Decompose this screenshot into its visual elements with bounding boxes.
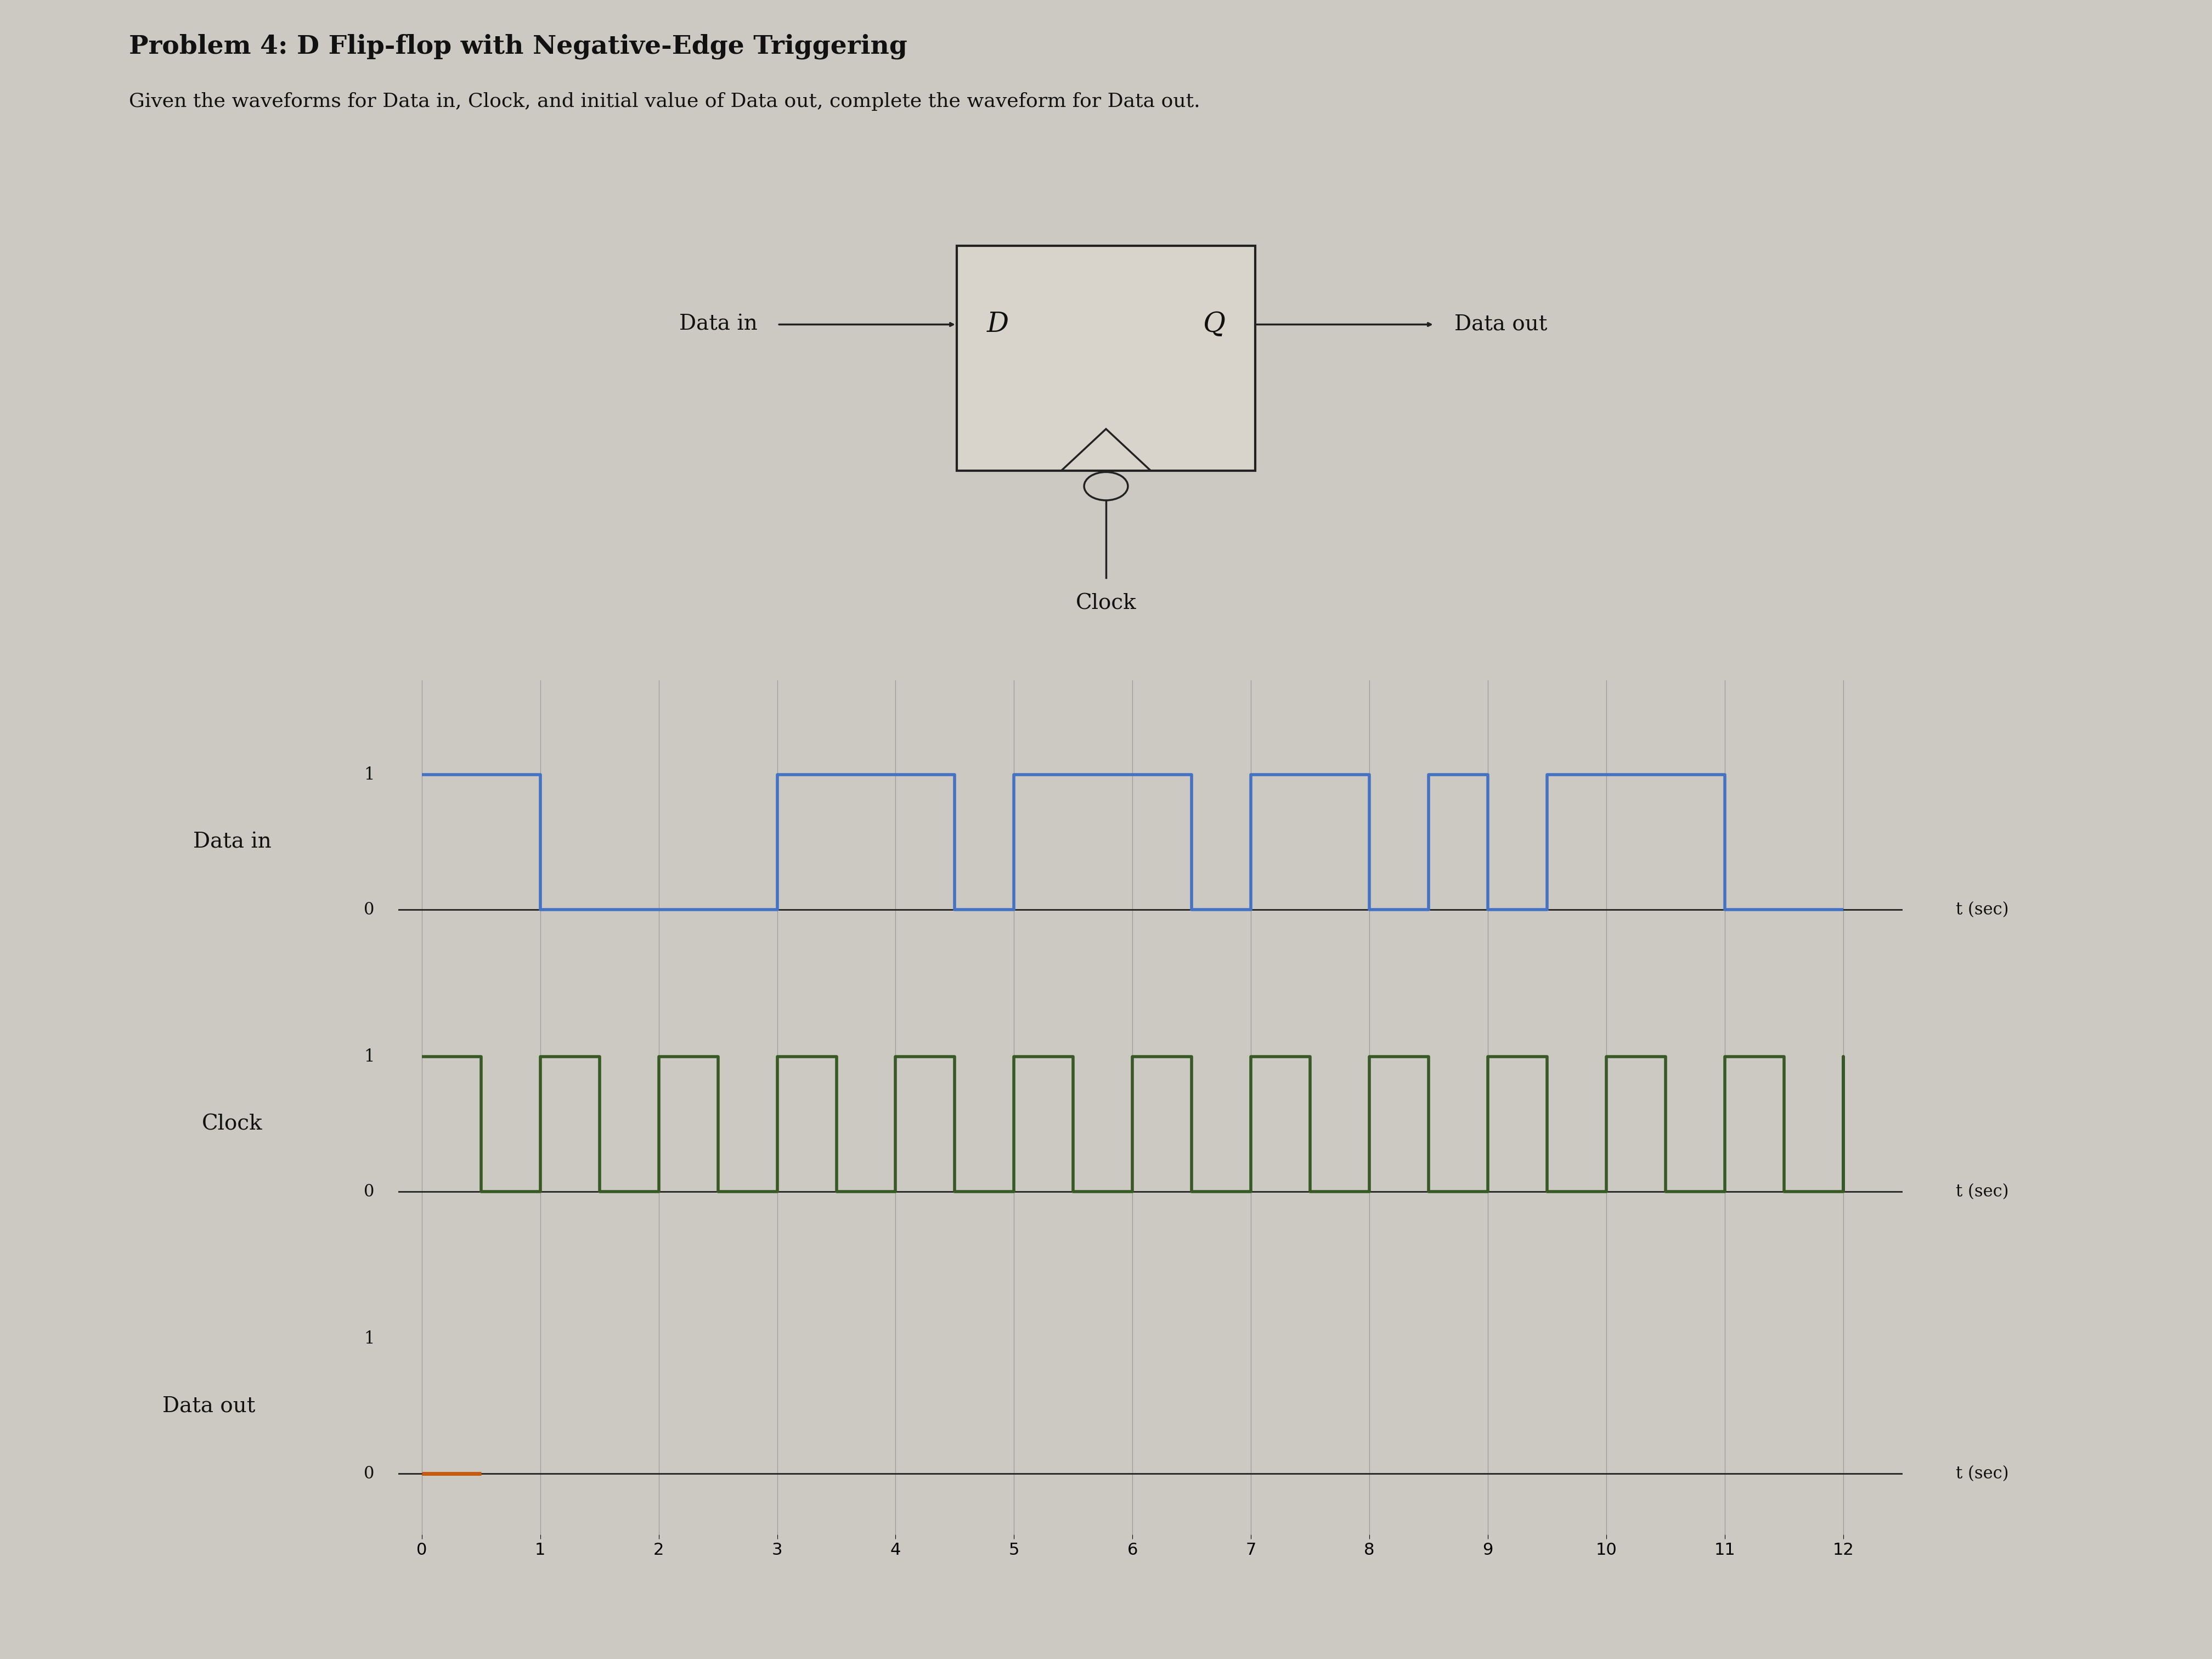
Text: t (sec): t (sec): [1955, 1465, 2008, 1481]
Text: Data in: Data in: [192, 833, 272, 853]
Text: Clock: Clock: [201, 1115, 263, 1135]
Text: 1: 1: [363, 1048, 374, 1065]
Text: 0: 0: [363, 901, 374, 917]
Text: Clock: Clock: [1075, 594, 1137, 614]
Text: Data out: Data out: [161, 1397, 254, 1417]
Text: Data out: Data out: [1455, 314, 1548, 335]
Text: t (sec): t (sec): [1955, 901, 2008, 917]
Text: 0: 0: [363, 1465, 374, 1481]
Text: 1: 1: [363, 766, 374, 783]
Text: t (sec): t (sec): [1955, 1183, 2008, 1199]
Text: D: D: [987, 310, 1009, 338]
Text: 0: 0: [363, 1183, 374, 1199]
Circle shape: [1084, 473, 1128, 501]
Text: Q: Q: [1203, 310, 1225, 338]
Text: Problem 4: D Flip-flop with Negative-Edge Triggering: Problem 4: D Flip-flop with Negative-Edg…: [128, 35, 907, 60]
Bar: [956, 246, 1256, 471]
Text: Data in: Data in: [679, 314, 757, 335]
Text: 1: 1: [363, 1331, 374, 1347]
Text: Given the waveforms for Data in, Clock, and initial value of Data out, complete : Given the waveforms for Data in, Clock, …: [128, 93, 1201, 111]
